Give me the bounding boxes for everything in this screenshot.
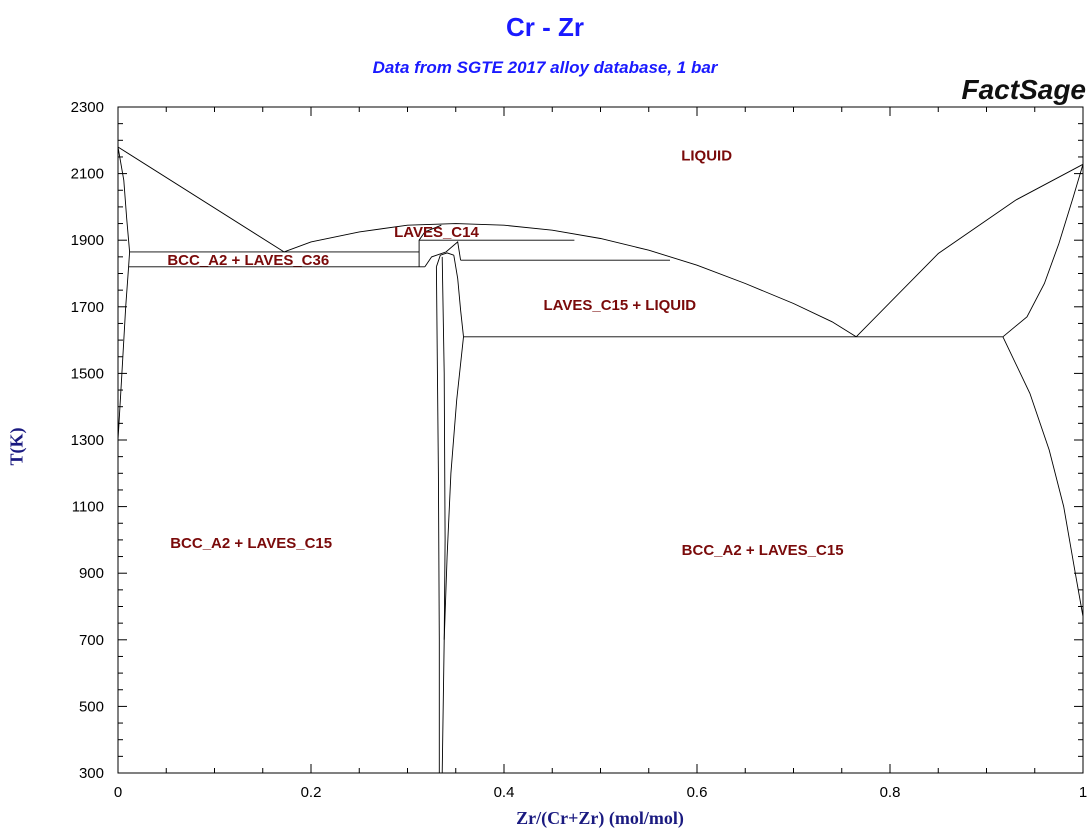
y-tick-label: 2300 — [71, 99, 104, 116]
chart-title: Cr - Zr — [506, 12, 584, 42]
phase-boundary-solvus-bcc-cr-lower — [117, 251, 131, 441]
plot-frame — [117, 106, 1084, 774]
y-tick-label: 900 — [79, 565, 104, 582]
y-tick-label: 300 — [79, 765, 104, 782]
phase-boundary-c15-left-solvus — [435, 266, 440, 773]
phase-boundary-solvus-bcc-zr — [1002, 164, 1084, 338]
x-tick-label: 0.8 — [880, 784, 901, 801]
phase-boundary-liquidus-zr-side — [855, 163, 1084, 338]
y-tick-label: 1900 — [71, 232, 104, 249]
x-tick-label: 0.4 — [494, 784, 515, 801]
y-tick-label: 2100 — [71, 166, 104, 183]
region-label: LIQUID — [681, 147, 732, 164]
region-label: BCC_A2 + LAVES_C36 — [167, 252, 329, 269]
y-tick-label: 1100 — [72, 499, 104, 516]
x-tick-label: 0.6 — [687, 784, 708, 801]
phase-boundary-c36-right — [424, 241, 462, 268]
region-labels: LIQUID LAVES_C14 BCC_A2 + LAVES_C36 LAVES_C… — [167, 147, 843, 559]
region-label: LAVES_C15 + LIQUID — [543, 297, 696, 314]
x-tick-label: 0 — [114, 784, 122, 801]
x-tick-label: 1 — [1079, 784, 1087, 801]
axis-ticks: 300 500 700 900 1100 1300 1500 1700 1900 2100 2300… — [71, 99, 1088, 801]
phase-boundary-liquidus-cr-side — [117, 146, 285, 253]
y-tick-label: 700 — [79, 632, 104, 649]
phase-boundary-liquidus-c14-dome — [283, 223, 857, 338]
region-label: LAVES_C14 — [394, 224, 479, 241]
y-tick-label: 1300 — [71, 432, 104, 449]
phase-boundary-c15-inner — [441, 256, 446, 640]
y-tick-label: 500 — [79, 698, 104, 715]
x-axis-label: Zr/(Cr+Zr) (mol/mol) — [516, 808, 684, 828]
phase-boundary-c15-right-solvus — [441, 336, 464, 774]
phase-boundary-solvus-bcc-zr-low — [1002, 336, 1084, 617]
factsage-logo: FactSage — [961, 74, 1087, 105]
phase-boundary-solvus-bcc-cr-upper — [117, 146, 131, 252]
region-label: BCC_A2 + LAVES_C15 — [170, 535, 332, 552]
phase-boundary-c36-left — [418, 224, 442, 267]
region-label: BCC_A2 + LAVES_C15 — [682, 542, 844, 559]
y-tick-label: 1500 — [71, 365, 104, 382]
x-tick-label: 0.2 — [301, 784, 322, 801]
phase-boundary-c15-right-upper — [453, 255, 464, 337]
y-tick-label: 1700 — [71, 299, 104, 316]
chart-subtitle: Data from SGTE 2017 alloy database, 1 ba… — [372, 58, 718, 77]
phase-boundaries — [117, 146, 1084, 774]
phase-boundary-c15-left — [435, 252, 454, 267]
